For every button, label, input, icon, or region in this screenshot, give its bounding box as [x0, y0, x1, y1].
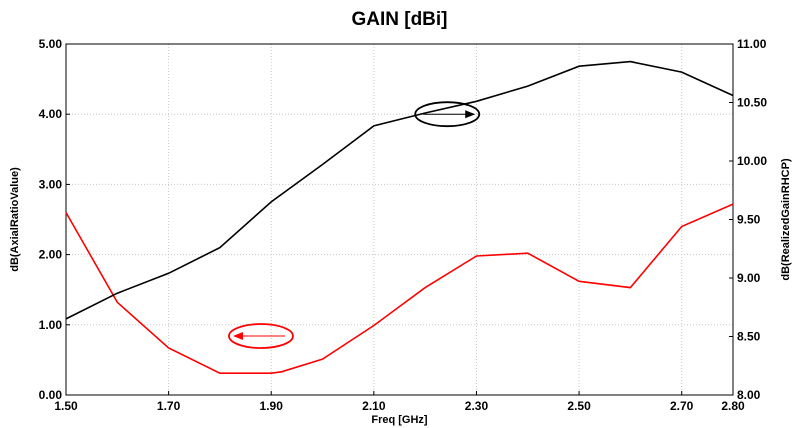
y-right-tick-label-5: 10.50: [737, 96, 767, 110]
x-axis-label: Freq [GHz]: [371, 414, 428, 426]
grid: [66, 44, 733, 395]
series-line-right: [65, 60, 734, 320]
x-tick-label-3: 2.10: [362, 399, 386, 413]
y-left-tick-label-5: 5.00: [39, 37, 63, 51]
y-right-tick-label-1: 8.50: [737, 330, 761, 344]
x-tick-label-0: 1.50: [54, 399, 78, 413]
x-tick-label-5: 2.50: [567, 399, 591, 413]
x-tick-label-1: 1.70: [157, 399, 181, 413]
annotation-ellipse-left: [228, 323, 294, 349]
x-tick-label-6: 2.70: [670, 399, 694, 413]
chart-title: GAIN [dBi]: [351, 9, 447, 30]
annotation-arrow-head-left: [232, 332, 243, 341]
series-line-left: [65, 203, 734, 375]
annotations: [228, 101, 481, 349]
annotation-ellipse-right: [414, 101, 481, 128]
y-right-tick-label-6: 11.00: [737, 37, 767, 51]
y-left-axis-label: dB(AxialRatioValue): [9, 167, 21, 272]
annotation-arrow-left: [228, 323, 294, 349]
y-right-axis-label: dB(RealizedGainRHCP): [780, 158, 792, 281]
y-right-tick-label-2: 9.00: [737, 271, 761, 285]
y-left-tick-label-4: 4.00: [39, 107, 63, 121]
annotation-arrow-head-right: [465, 110, 476, 119]
y-left-tick-label-3: 3.00: [39, 177, 63, 191]
annotation-arrow-right: [414, 101, 481, 128]
y-right-axis-ticks: 8.00 8.50 9.00 9.50 10.00 10.50 11.00: [729, 37, 767, 402]
y-right-tick-label-3: 9.50: [737, 213, 761, 227]
y-right-tick-label-0: 8.00: [737, 388, 761, 402]
plot-frame: [65, 43, 734, 396]
y-left-tick-label-0: 0.00: [39, 388, 63, 402]
x-tick-label-7: 2.80: [721, 399, 745, 413]
x-tick-label-4: 2.30: [465, 399, 489, 413]
y-left-tick-label-1: 1.00: [39, 318, 63, 332]
y-left-axis-ticks: 0.00 1.00 2.00 3.00 4.00 5.00: [39, 37, 70, 402]
y-left-tick-label-2: 2.00: [39, 248, 63, 262]
y-right-tick-label-4: 10.00: [737, 154, 767, 168]
series-group: [65, 60, 734, 375]
x-axis-ticks: 1.50 1.70 1.90 2.10 2.30 2.50 2.70 2.80: [54, 391, 745, 413]
x-tick-label-2: 1.90: [260, 399, 284, 413]
